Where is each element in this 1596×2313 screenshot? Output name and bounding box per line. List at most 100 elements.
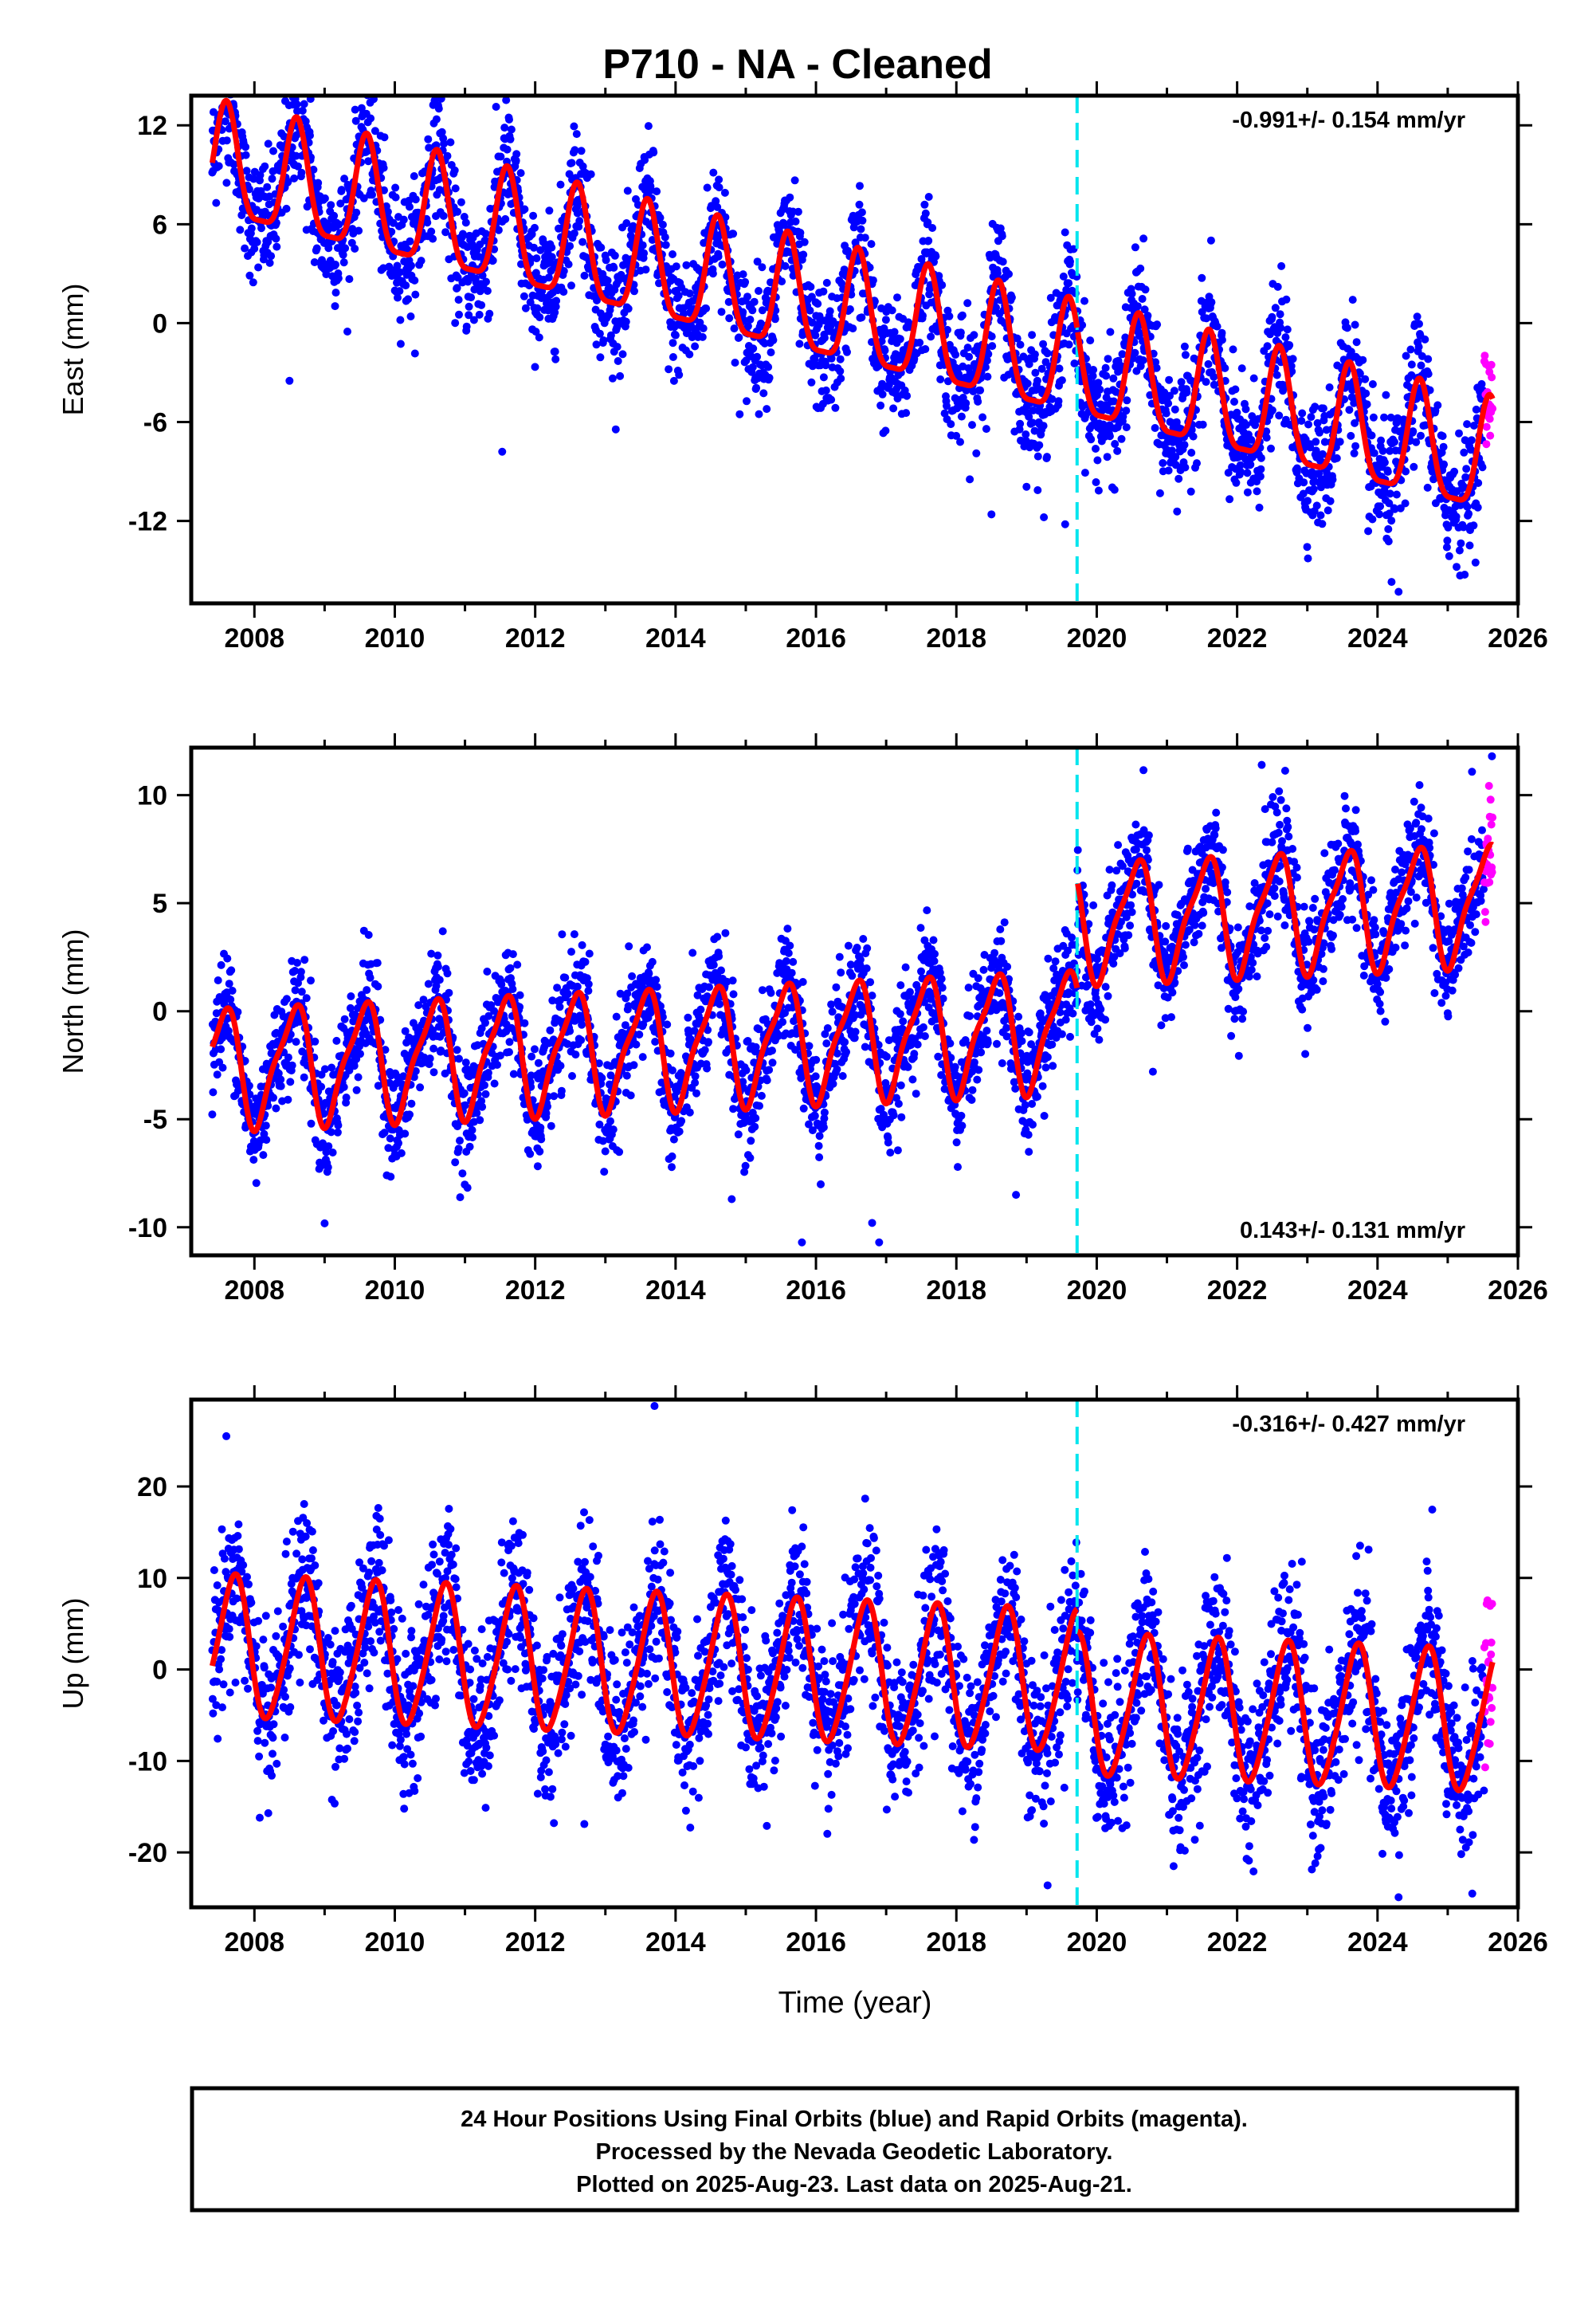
final-point <box>814 1141 823 1150</box>
final-point <box>1351 320 1359 329</box>
rapid-point <box>1488 373 1496 382</box>
panels: 2008 2010 2012 2014 2016 2018 2020 2022 2024 2026… <box>57 48 1548 1958</box>
final-point <box>741 277 750 286</box>
final-point <box>309 165 318 174</box>
final-point <box>1035 441 1044 450</box>
final-point <box>614 357 622 365</box>
final-point <box>531 223 539 232</box>
final-point <box>836 355 845 363</box>
final-point <box>1218 328 1226 337</box>
final-point <box>1123 396 1131 405</box>
final-point <box>1089 366 1098 374</box>
final-point <box>1364 527 1373 536</box>
final-point <box>1065 279 1073 288</box>
final-point <box>261 1121 270 1130</box>
final-point <box>721 213 730 222</box>
final-point <box>600 1168 609 1176</box>
final-point <box>440 139 449 148</box>
final-point <box>703 1064 712 1073</box>
final-point <box>535 333 543 342</box>
final-point <box>241 244 249 253</box>
final-point <box>225 980 233 988</box>
final-point <box>876 401 885 410</box>
final-point <box>715 952 723 960</box>
final-point <box>531 363 539 371</box>
final-point <box>1206 236 1215 245</box>
final-point <box>716 999 724 1008</box>
final-point <box>778 1018 787 1027</box>
final-point <box>453 207 462 216</box>
final-point <box>718 260 727 269</box>
final-point <box>675 371 684 379</box>
final-point <box>767 988 775 997</box>
final-point <box>755 1102 763 1110</box>
final-point <box>395 287 404 296</box>
final-point <box>1450 467 1459 476</box>
final-point <box>1174 474 1183 483</box>
final-point <box>1139 356 1147 364</box>
final-point <box>419 995 428 1004</box>
final-point <box>1237 364 1246 373</box>
final-point <box>485 309 494 318</box>
final-point <box>1285 341 1294 349</box>
final-point <box>1109 374 1118 383</box>
final-point <box>331 261 339 269</box>
final-point <box>1221 363 1229 372</box>
final-point <box>857 313 866 322</box>
final-point <box>861 234 869 242</box>
final-point <box>1359 355 1367 364</box>
final-point <box>610 251 619 260</box>
final-point <box>508 985 517 993</box>
final-point <box>1262 427 1271 436</box>
final-point <box>840 265 849 274</box>
final-point <box>799 1104 808 1113</box>
final-point <box>1243 488 1252 497</box>
final-point <box>769 336 778 344</box>
final-point <box>356 1050 364 1058</box>
final-point <box>1283 325 1292 334</box>
final-point <box>757 1091 766 1100</box>
final-point <box>819 287 828 296</box>
final-point <box>214 162 223 171</box>
final-point <box>404 295 413 304</box>
final-point <box>1159 459 1167 467</box>
final-point <box>924 237 933 245</box>
final-point <box>380 1129 389 1137</box>
final-point <box>1131 243 1139 252</box>
final-point <box>923 218 932 226</box>
final-point <box>616 371 625 380</box>
final-point <box>1066 257 1074 266</box>
final-point <box>661 233 669 242</box>
final-point <box>1378 446 1387 455</box>
final-point <box>354 1073 363 1082</box>
final-point <box>1164 466 1173 475</box>
final-point <box>264 139 273 148</box>
final-point <box>352 1086 361 1094</box>
final-point <box>806 282 815 291</box>
final-point <box>544 273 553 282</box>
final-point <box>386 1134 394 1143</box>
final-point <box>577 147 586 155</box>
final-point <box>551 355 560 363</box>
final-point <box>269 1094 277 1102</box>
final-point <box>1173 507 1182 516</box>
final-point <box>1325 383 1334 391</box>
final-point <box>1445 552 1453 560</box>
outlier-point <box>1394 587 1403 596</box>
final-point <box>825 307 834 316</box>
final-point <box>227 966 236 975</box>
final-point <box>902 409 911 418</box>
final-point <box>219 62 227 70</box>
final-point <box>1086 336 1095 345</box>
final-point <box>1152 363 1161 372</box>
final-point <box>696 1005 705 1014</box>
final-point <box>663 1020 672 1029</box>
final-point <box>359 48 367 56</box>
final-point <box>603 277 612 285</box>
final-point <box>966 475 974 484</box>
final-point <box>1065 340 1073 349</box>
final-point <box>819 1123 828 1132</box>
final-point <box>931 252 940 261</box>
final-point <box>685 289 694 298</box>
final-point <box>943 402 951 410</box>
